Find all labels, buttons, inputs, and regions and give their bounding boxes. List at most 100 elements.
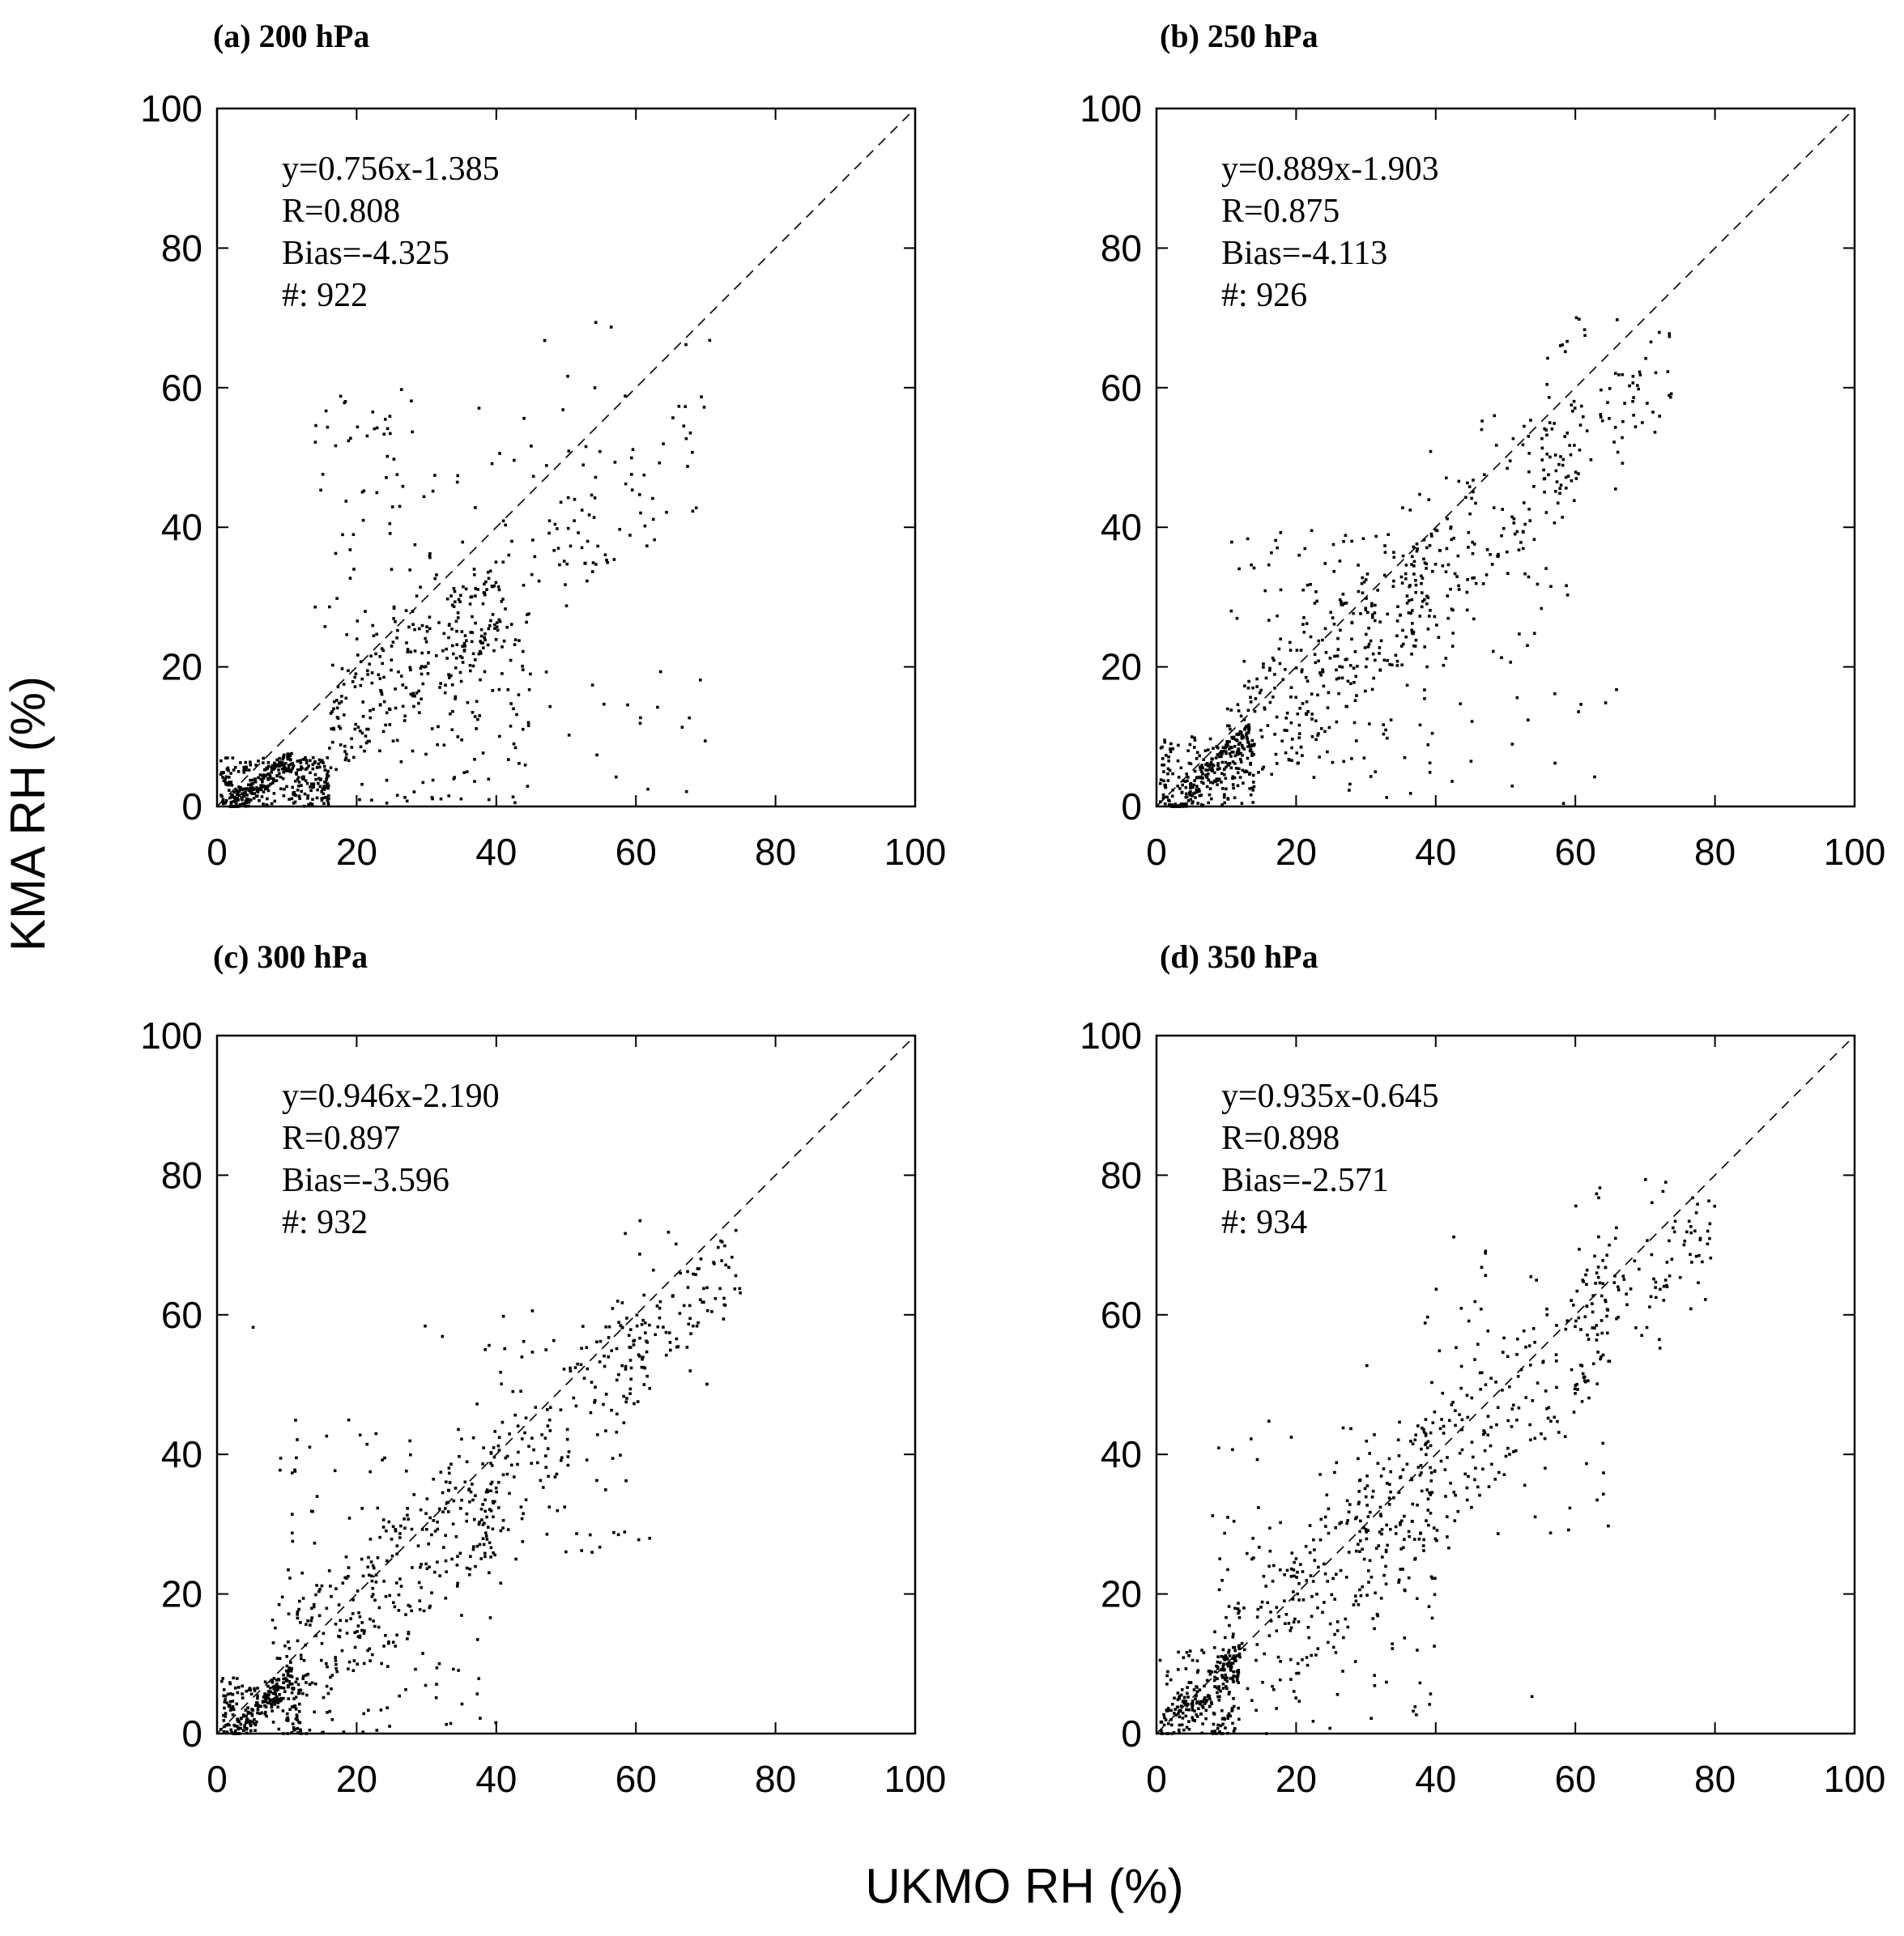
data-point xyxy=(223,1725,226,1729)
data-point xyxy=(558,563,561,567)
data-point xyxy=(1430,534,1433,538)
data-point xyxy=(1284,751,1288,755)
data-point xyxy=(1361,537,1365,540)
data-point xyxy=(1210,1670,1214,1674)
data-point xyxy=(1318,1473,1322,1476)
data-point xyxy=(349,1617,352,1620)
data-point xyxy=(1301,588,1305,592)
data-point xyxy=(1374,1547,1378,1551)
data-point xyxy=(1291,738,1294,741)
data-point xyxy=(1277,647,1281,651)
data-point xyxy=(1548,396,1551,399)
data-point xyxy=(1217,1446,1220,1449)
data-point xyxy=(1171,788,1174,792)
data-point xyxy=(1662,1299,1666,1302)
data-point xyxy=(1399,575,1404,579)
data-point xyxy=(348,548,352,551)
data-point xyxy=(1278,662,1282,666)
data-point xyxy=(385,427,390,431)
data-point xyxy=(394,620,397,623)
data-point xyxy=(1385,796,1388,799)
data-point xyxy=(282,1732,285,1735)
data-point xyxy=(1228,762,1232,765)
data-point xyxy=(318,1588,322,1591)
data-point xyxy=(224,756,228,760)
data-point xyxy=(1216,1727,1220,1730)
data-point xyxy=(1227,1661,1231,1665)
data-point xyxy=(270,1704,274,1707)
data-point xyxy=(307,764,310,768)
data-point xyxy=(483,582,486,586)
data-point xyxy=(347,1660,351,1664)
data-point xyxy=(1262,765,1266,769)
data-point xyxy=(1399,1523,1402,1526)
data-point xyxy=(1191,1705,1194,1709)
data-point xyxy=(369,654,373,657)
data-point xyxy=(1412,545,1416,549)
data-point xyxy=(431,797,434,801)
data-point xyxy=(1408,1534,1411,1538)
data-point xyxy=(1255,1643,1259,1646)
data-point xyxy=(1545,1307,1548,1311)
data-point xyxy=(1270,772,1273,777)
data-point xyxy=(1241,746,1245,750)
data-point xyxy=(1440,1418,1443,1421)
data-point xyxy=(250,1713,254,1717)
data-point xyxy=(1362,581,1366,584)
data-point xyxy=(289,1674,293,1678)
data-point xyxy=(367,1555,370,1559)
data-point xyxy=(1384,728,1387,732)
data-point xyxy=(309,802,313,806)
data-point xyxy=(1289,1678,1293,1681)
data-point xyxy=(1489,553,1492,556)
data-point xyxy=(1444,570,1448,573)
data-point xyxy=(1424,1434,1428,1437)
data-point xyxy=(1259,1606,1263,1609)
data-point xyxy=(483,632,487,636)
data-point xyxy=(1470,1396,1474,1400)
data-point xyxy=(439,1470,443,1474)
data-point xyxy=(1214,1670,1217,1674)
y-tick-label: 80 xyxy=(1101,227,1142,269)
data-point xyxy=(1246,745,1250,748)
data-point xyxy=(1191,1718,1195,1721)
data-point xyxy=(1374,603,1377,607)
data-point xyxy=(260,795,264,798)
data-point xyxy=(230,784,234,787)
data-point xyxy=(347,1575,350,1578)
data-point xyxy=(475,1544,479,1548)
data-point xyxy=(1187,1708,1191,1712)
data-point xyxy=(1239,760,1243,764)
stats-r: R=0.898 xyxy=(1221,1120,1340,1157)
data-point xyxy=(1250,754,1254,757)
data-point xyxy=(445,1480,448,1483)
data-point xyxy=(651,496,654,500)
data-point xyxy=(1413,1556,1417,1560)
data-point xyxy=(261,780,264,784)
data-point xyxy=(1397,1581,1400,1584)
data-point xyxy=(478,714,481,717)
data-point xyxy=(1221,1683,1225,1686)
data-point xyxy=(1377,1544,1380,1547)
data-point xyxy=(253,1729,257,1732)
data-point xyxy=(638,493,641,496)
data-point xyxy=(1292,1690,1296,1693)
data-point xyxy=(1350,637,1353,641)
data-point xyxy=(1689,1225,1693,1228)
data-point xyxy=(1209,760,1213,764)
data-point xyxy=(1378,646,1382,649)
data-point xyxy=(1441,564,1445,568)
data-point xyxy=(343,400,347,403)
data-point xyxy=(1184,805,1188,808)
data-point xyxy=(1250,751,1254,755)
data-point xyxy=(343,1576,347,1580)
data-point xyxy=(1521,547,1525,551)
data-point xyxy=(351,1612,355,1615)
data-point xyxy=(1204,763,1208,766)
data-point xyxy=(1473,1478,1476,1482)
data-point xyxy=(1215,1732,1218,1735)
data-point xyxy=(545,1533,549,1536)
data-point xyxy=(1293,1617,1297,1621)
data-point xyxy=(418,1599,422,1602)
data-point xyxy=(321,787,325,791)
